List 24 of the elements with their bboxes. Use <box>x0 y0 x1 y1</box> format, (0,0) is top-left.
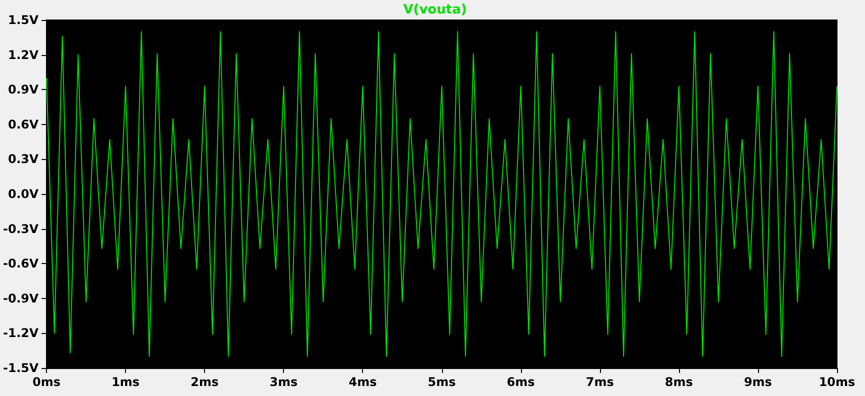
y-tick-label: -1.2V <box>2 326 40 340</box>
y-tick-label: -0.9V <box>2 291 40 306</box>
x-tick-label: 5ms <box>428 375 456 389</box>
line-series <box>46 31 838 357</box>
x-tick-label: 3ms <box>270 375 298 389</box>
y-tick-label: 0.9V <box>8 82 40 97</box>
y-tick-label: -0.3V <box>2 222 40 236</box>
y-tick-label: 0.0V <box>8 187 40 201</box>
x-tick-label: 9ms <box>744 375 772 389</box>
y-tick-label: 0.6V <box>8 117 40 132</box>
x-tick-label: 2ms <box>190 375 219 389</box>
x-tick-label: 1ms <box>112 375 140 389</box>
x-tick-label: 0ms <box>32 375 61 389</box>
x-tick-label: 10ms <box>818 375 856 389</box>
y-tick-label: 1.2V <box>8 48 40 62</box>
y-tick-label: -1.5V <box>2 361 40 375</box>
y-tick-label: 1.5V <box>8 13 40 27</box>
x-tick-label: 4ms <box>348 375 377 389</box>
x-tick-label: 6ms <box>506 375 535 389</box>
y-tick-label: -0.6V <box>2 256 40 271</box>
x-tick-label: 8ms <box>664 375 693 389</box>
x-tick-label: 7ms <box>586 375 614 389</box>
series-label: V(vouta) <box>403 2 467 18</box>
y-tick-label: 0.3V <box>8 152 40 166</box>
